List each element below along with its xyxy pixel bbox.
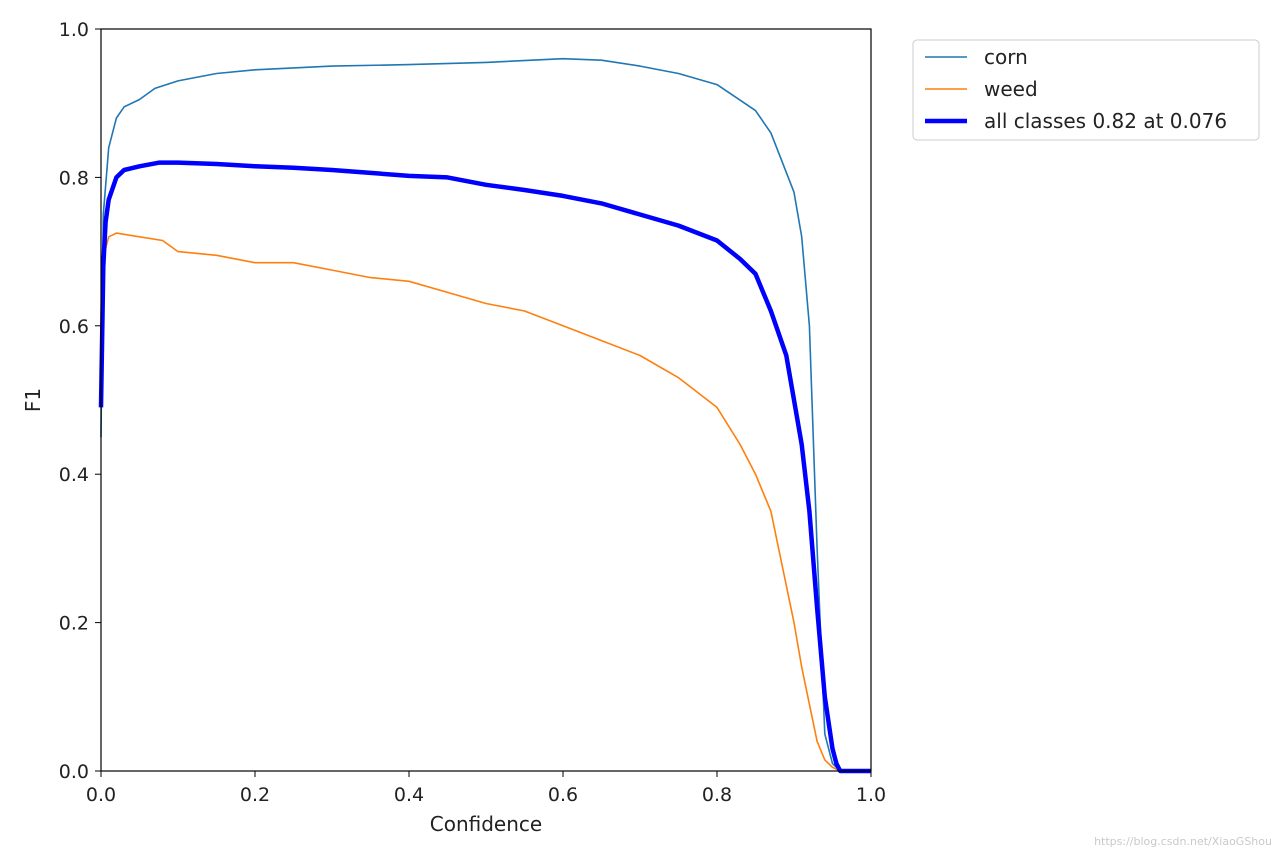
legend-label-1: weed <box>984 77 1038 101</box>
x-tick-label: 0.2 <box>240 784 270 806</box>
watermark-text: https://blog.csdn.net/XiaoGShou <box>1094 835 1272 848</box>
x-axis-label: Confidence <box>430 812 542 836</box>
y-tick-label: 0.6 <box>59 316 89 338</box>
x-tick-label: 0.0 <box>86 784 116 806</box>
series-line-1 <box>100 232 871 772</box>
legend: corn weed all classes 0.82 at 0.076 <box>912 39 1260 141</box>
series-line-0 <box>100 57 871 772</box>
plot-frame <box>100 28 872 772</box>
x-axis-ticks: 0.0 0.2 0.4 0.6 0.8 1.0 <box>86 771 886 806</box>
y-axis-ticks: 0.0 0.2 0.4 0.6 0.8 1.0 <box>59 19 101 783</box>
x-tick-label: 0.8 <box>702 784 732 806</box>
x-tick-label: 0.4 <box>394 784 424 806</box>
y-tick-label: 0.0 <box>59 761 89 783</box>
y-tick-label: 1.0 <box>59 19 89 41</box>
x-tick-label: 0.6 <box>548 784 578 806</box>
y-axis-label: F1 <box>21 388 45 412</box>
y-tick-label: 0.2 <box>59 613 89 635</box>
y-tick-label: 0.8 <box>59 167 89 189</box>
x-tick-label: 1.0 <box>856 784 886 806</box>
legend-label-0: corn <box>984 45 1028 69</box>
series-layer <box>98 57 871 774</box>
legend-label-2: all classes 0.82 at 0.076 <box>984 109 1227 133</box>
y-tick-label: 0.4 <box>59 464 89 486</box>
legend-frame <box>912 39 1260 141</box>
series-line-2 <box>98 160 871 774</box>
